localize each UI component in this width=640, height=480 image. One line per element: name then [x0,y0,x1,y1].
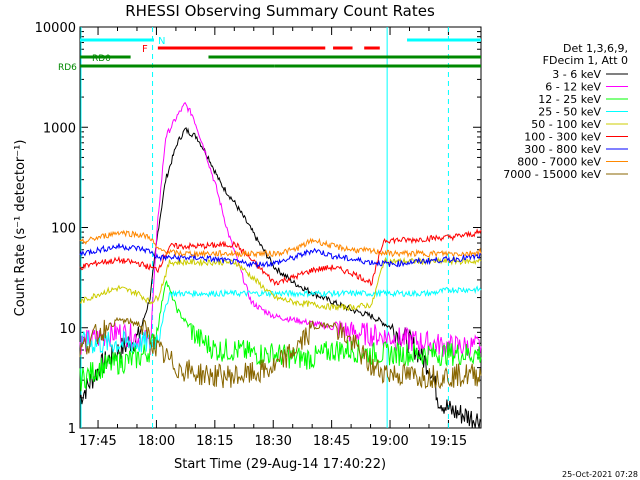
y-tick-label: 10 [59,322,76,337]
x-tick-label: 19:15 [430,434,467,449]
legend-entry-label: 50 - 100 keV [531,118,601,131]
flag-label-night: N [158,36,165,47]
legend-header: Det 1,3,6,9, [563,42,628,55]
x-tick-label: 18:30 [254,434,291,449]
y-tick-label: 1000 [43,121,76,136]
series-line-7 [79,229,482,259]
legend-entry-label: 25 - 50 keV [538,106,601,119]
legend-entry-label: 100 - 300 keV [524,131,601,144]
flag-bars [80,38,481,68]
series-line-5 [79,228,482,287]
flag-label-rd0: RD0 [92,54,111,64]
flag-label-rd6: RD6 [58,63,77,73]
x-tick-label: 18:00 [138,434,175,449]
x-tick-label: 19:00 [371,434,408,449]
series-line-6 [79,243,482,269]
vertical-markers [80,27,449,428]
series-line-3 [79,285,482,354]
y-tick-label: 100 [51,222,76,237]
y-axis-label: Count Rate (s⁻¹ detector⁻¹) [13,140,28,317]
y-tick-label: 1 [68,422,76,437]
x-tick-label: 17:45 [79,434,116,449]
footer-date: 25-Oct-2021 07:28 [562,470,638,479]
legend-entry-label: 7000 - 15000 keV [503,168,601,181]
legend-entry-label: 3 - 6 keV [552,68,601,81]
y-tick-label: 10000 [35,21,76,36]
x-axis-label: Start Time (29-Aug-14 17:40:22) [174,457,386,472]
x-tick-label: 18:15 [196,434,233,449]
legend-entry-label: 300 - 800 keV [524,143,601,156]
legend-entry-label: 12 - 25 keV [538,93,601,106]
chart-title: RHESSI Observing Summary Count Rates [125,2,435,20]
axis-ticks: 17:45 18:00 18:15 18:30 18:45 19:00 19:15 1 10 10… [35,21,481,449]
x-tick-label: 18:45 [313,434,350,449]
legend-header: FDecim 1, Att 0 [543,54,628,67]
legend-entry-label: 6 - 12 keV [545,81,601,94]
legend-entry-label: 800 - 7000 keV [517,156,601,169]
flag-label-flare: F [142,44,148,55]
series-line-8 [79,316,482,390]
series-line-4 [79,256,482,312]
series-lines [79,101,482,429]
